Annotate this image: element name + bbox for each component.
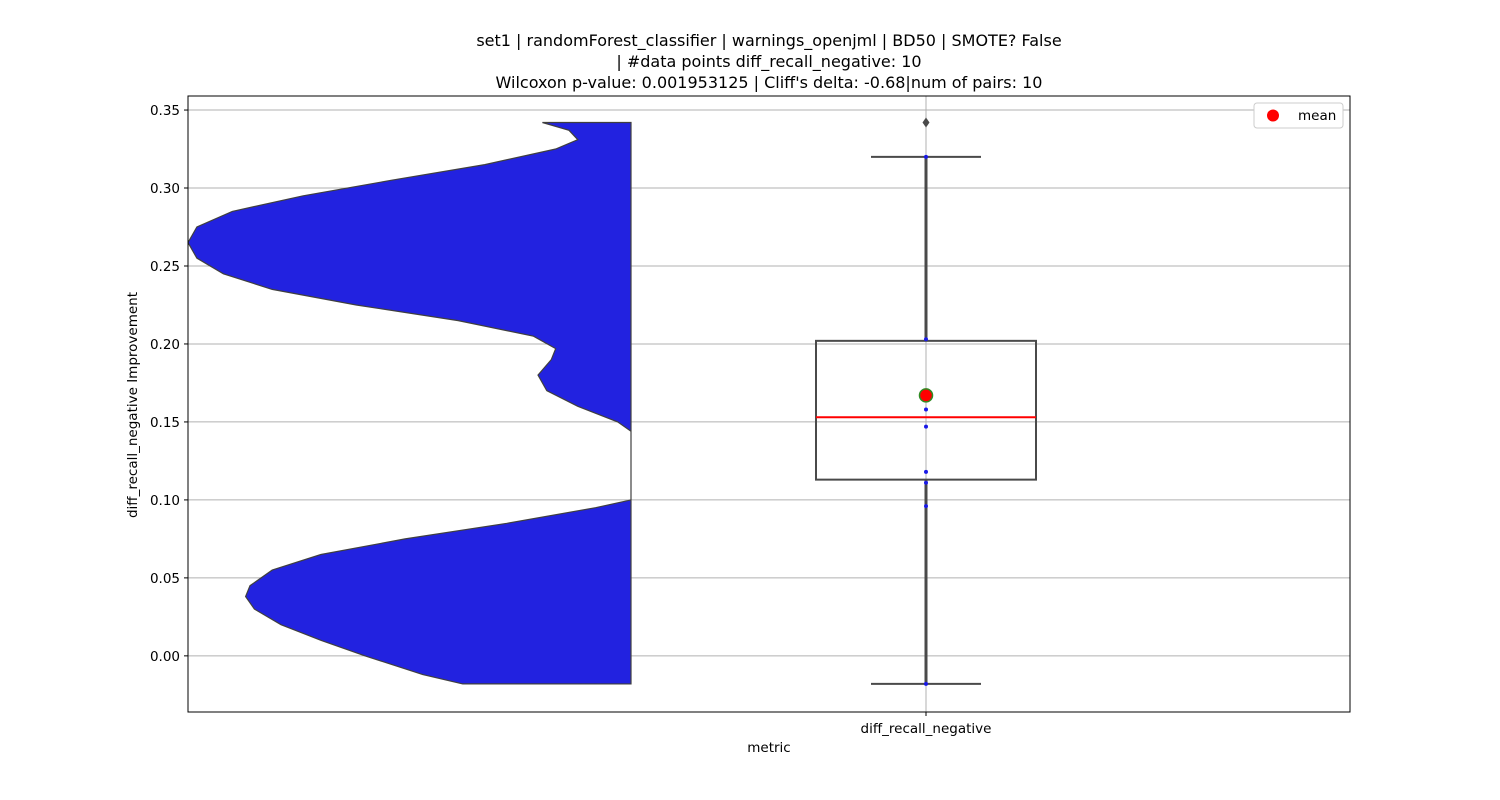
- chart-title-line-1: set1 | randomForest_classifier | warning…: [476, 31, 1061, 51]
- data-point: [924, 469, 928, 474]
- y-tick-label: 0.30: [150, 181, 180, 197]
- data-point: [924, 504, 928, 509]
- legend-frame: [1253, 102, 1344, 129]
- outlier-marker: [922, 117, 930, 128]
- x-tick-label: diff_recall_negative: [861, 721, 992, 737]
- axes-frame: [187, 95, 1351, 713]
- legend-mean-label: mean: [1298, 108, 1336, 124]
- data-point: [924, 681, 928, 686]
- data-point: [924, 337, 928, 342]
- data-point: [924, 154, 928, 159]
- y-tick-label: 0.20: [150, 337, 180, 353]
- data-point: [924, 407, 928, 412]
- y-tick-label: 0.25: [150, 259, 180, 275]
- y-tick-label: 0.10: [150, 493, 180, 509]
- y-tick-label: 0.15: [150, 415, 180, 431]
- y-tick-label: 0.00: [150, 649, 180, 665]
- y-axis-ticks: 0.00 0.05 0.10 0.15 0.20 0.25 0.30 0.35: [150, 103, 188, 665]
- x-axis-ticks: diff_recall_negative: [861, 712, 992, 737]
- legend: mean: [1253, 102, 1344, 129]
- x-axis-label: metric: [747, 740, 790, 756]
- chart-title-line-3: Wilcoxon p-value: 0.001953125 | Cliff's …: [496, 73, 1043, 92]
- chart-title-line-2: | #data points diff_recall_negative: 10: [616, 52, 921, 72]
- y-axis-label: diff_recall_negative Improvement: [125, 292, 141, 518]
- data-point: [924, 424, 928, 429]
- violin-shape: [188, 121, 632, 685]
- data-point: [924, 480, 928, 485]
- legend-mean-marker: [1267, 109, 1279, 122]
- y-tick-label: 0.05: [150, 571, 180, 587]
- mean-marker: [918, 388, 934, 403]
- y-tick-label: 0.35: [150, 103, 180, 119]
- violin: [188, 121, 632, 685]
- data-points: [918, 154, 934, 686]
